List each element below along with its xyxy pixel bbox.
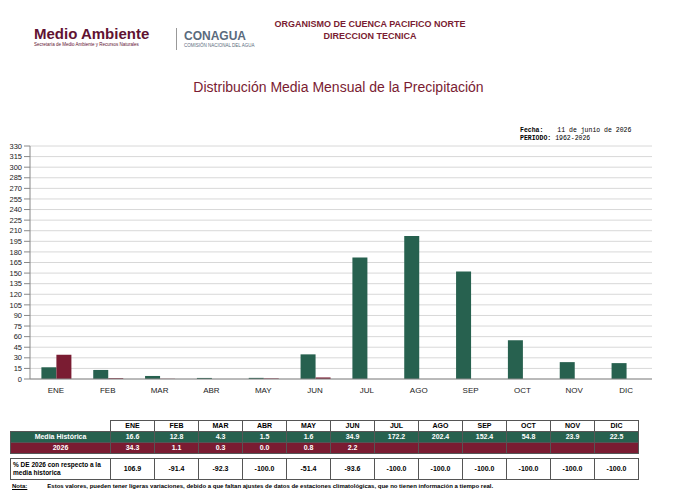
svg-text:120: 120 xyxy=(9,290,22,299)
html-text:-91.4: -91.4 xyxy=(168,465,185,472)
html-text:4.3: 4.3 xyxy=(215,433,226,440)
html-text:Medio Ambiente: Medio Ambiente xyxy=(34,25,150,42)
html-text:202.4: 202.4 xyxy=(431,433,450,440)
html-text:OCT: OCT xyxy=(521,422,536,429)
html-text:2.2: 2.2 xyxy=(347,444,358,451)
html-text:AGO: AGO xyxy=(432,422,449,429)
html-text:COMISIÓN NACIONAL DEL AGUA: COMISIÓN NACIONAL DEL AGUA xyxy=(184,43,255,48)
html-text:CONAGUA: CONAGUA xyxy=(184,29,246,43)
svg-text:JUN: JUN xyxy=(307,386,323,395)
svg-text:FEB: FEB xyxy=(100,386,116,395)
html-text:11 de junio de 2026: 11 de junio de 2026 xyxy=(557,127,632,134)
html-text:22.5: 22.5 xyxy=(609,433,624,440)
svg-text:210: 210 xyxy=(9,226,22,235)
html-text:DIRECCION TECNICA: DIRECCION TECNICA xyxy=(323,31,417,41)
html-text:-100.0: -100.0 xyxy=(474,465,495,472)
svg-text:NOV: NOV xyxy=(566,386,584,395)
html-text:-100.0: -100.0 xyxy=(562,465,583,472)
html-text:ORGANISMO DE CUENCA PACIFICO N: ORGANISMO DE CUENCA PACIFICO NORTE xyxy=(274,19,466,29)
html-text:-51.4: -51.4 xyxy=(300,465,317,472)
html-text:16.6: 16.6 xyxy=(125,433,140,440)
html-text:Media Histórica: Media Histórica xyxy=(34,433,87,440)
html-text:DIC: DIC xyxy=(610,422,623,429)
html-text:ENE: ENE xyxy=(125,422,140,429)
html-text:-100.0: -100.0 xyxy=(518,465,539,472)
svg-text:SEP: SEP xyxy=(463,386,479,395)
html-text:-100.0: -100.0 xyxy=(606,465,627,472)
html-text:23.9: 23.9 xyxy=(565,433,580,440)
svg-text:ENE: ENE xyxy=(48,386,64,395)
html-text:JUN: JUN xyxy=(345,422,360,429)
svg-text:195: 195 xyxy=(9,237,22,246)
html-text:1.1: 1.1 xyxy=(171,444,182,451)
svg-text:DIC: DIC xyxy=(619,386,633,395)
svg-text:315: 315 xyxy=(9,152,22,161)
html-text:PERIODO:: PERIODO: xyxy=(520,135,552,142)
svg-text:15: 15 xyxy=(14,364,22,373)
html-text:1.6: 1.6 xyxy=(303,433,314,440)
html-text:1.5: 1.5 xyxy=(259,433,270,440)
svg-text:OCT: OCT xyxy=(514,386,531,395)
html-text:2026: 2026 xyxy=(52,444,69,451)
html-text:12.8: 12.8 xyxy=(169,433,184,440)
html-text:-100.0: -100.0 xyxy=(430,465,451,472)
html-text:Estos valores, pueden tener li: Estos valores, pueden tener ligeras vari… xyxy=(47,483,494,489)
html-text:-93.6: -93.6 xyxy=(344,465,361,472)
html-text:MAR: MAR xyxy=(212,422,229,429)
svg-text:JUL: JUL xyxy=(360,386,375,395)
html-text:NOV: NOV xyxy=(564,422,581,429)
svg-text:270: 270 xyxy=(9,184,22,193)
html-text:1962-2026: 1962-2026 xyxy=(555,135,591,142)
svg-text:90: 90 xyxy=(14,311,22,320)
html-text:-92.3: -92.3 xyxy=(212,465,229,472)
html-text:34.3: 34.3 xyxy=(125,444,140,451)
svg-text:MAY: MAY xyxy=(255,386,272,395)
html-text:172.2: 172.2 xyxy=(387,433,406,440)
html-text:152.4: 152.4 xyxy=(475,433,494,440)
svg-text:165: 165 xyxy=(9,258,22,267)
html-text:MAY: MAY xyxy=(301,422,316,429)
svg-text:135: 135 xyxy=(9,279,22,288)
html-text:% DE 2026 con respecto a la me: % DE 2026 con respecto a la media histor… xyxy=(13,461,101,476)
html-text:-100.0: -100.0 xyxy=(386,465,407,472)
svg-text:105: 105 xyxy=(9,301,22,310)
svg-text:60: 60 xyxy=(14,332,22,341)
svg-text:150: 150 xyxy=(9,269,22,278)
html-text:Fecha:: Fecha: xyxy=(520,127,544,134)
html-text:SEP: SEP xyxy=(477,422,492,429)
html-text:ABR: ABR xyxy=(256,422,273,429)
svg-text:225: 225 xyxy=(9,216,22,225)
html-text:0.3: 0.3 xyxy=(215,444,226,451)
svg-text:45: 45 xyxy=(14,343,22,352)
svg-text:0: 0 xyxy=(18,375,22,384)
html-text:Distribución Media Mensual de: Distribución Media Mensual de la Precipi… xyxy=(193,79,484,95)
svg-text:30: 30 xyxy=(14,353,22,362)
svg-text:180: 180 xyxy=(9,248,22,257)
html-text:54.8: 54.8 xyxy=(521,433,536,440)
svg-text:300: 300 xyxy=(9,163,22,172)
html-text:FEB: FEB xyxy=(169,422,184,429)
svg-text:75: 75 xyxy=(14,322,22,331)
html-text:JUL: JUL xyxy=(389,422,404,429)
html-text:34.9: 34.9 xyxy=(345,433,360,440)
svg-text:240: 240 xyxy=(9,205,22,214)
svg-text:330: 330 xyxy=(9,142,22,151)
svg-text:255: 255 xyxy=(9,195,22,204)
svg-text:AGO: AGO xyxy=(410,386,428,395)
svg-text:ABR: ABR xyxy=(203,386,220,395)
html-text:-100.0: -100.0 xyxy=(254,465,275,472)
html-text:106.9: 106.9 xyxy=(123,465,142,472)
svg-text:MAR: MAR xyxy=(151,386,169,395)
html-text:0.8: 0.8 xyxy=(303,444,314,451)
html-text:Secretaría de Medio Ambiente y: Secretaría de Medio Ambiente y Recursos … xyxy=(34,42,139,47)
html-text:0.0: 0.0 xyxy=(259,444,270,451)
html-text:Nota:: Nota: xyxy=(12,483,28,489)
svg-text:285: 285 xyxy=(9,173,22,182)
